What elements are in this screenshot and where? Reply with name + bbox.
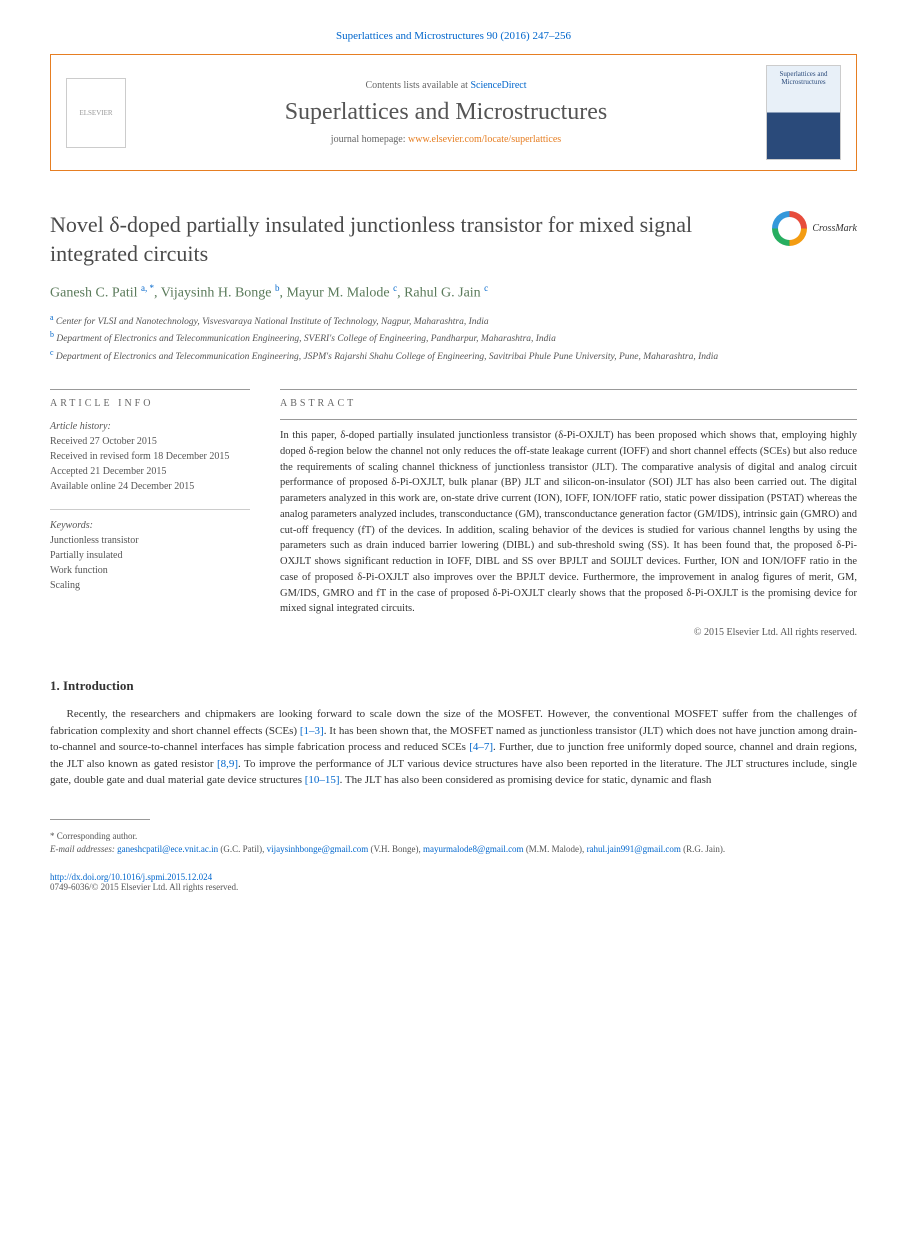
authors: Ganesh C. Patil a, *, Vijaysinh H. Bonge… [50, 283, 857, 302]
homepage-prefix: journal homepage: [331, 134, 408, 145]
abstract-text: In this paper, δ-doped partially insulat… [280, 419, 857, 617]
footnote-separator [50, 819, 150, 820]
ref-link[interactable]: [8,9] [217, 758, 238, 770]
email-line: E-mail addresses: ganeshcpatil@ece.vnit.… [50, 843, 857, 857]
journal-header: ELSEVIER Contents lists available at Sci… [50, 54, 857, 171]
doi-link[interactable]: http://dx.doi.org/10.1016/j.spmi.2015.12… [50, 872, 857, 882]
affiliations: a Center for VLSI and Nanotechnology, Vi… [50, 312, 857, 364]
ref-link[interactable]: [1–3] [300, 725, 324, 737]
history-accepted: Accepted 21 December 2015 [50, 464, 250, 479]
title-row: Novel δ-doped partially insulated juncti… [50, 211, 857, 268]
issn-copyright: 0749-6036/© 2015 Elsevier Ltd. All right… [50, 882, 857, 892]
abstract-copyright: © 2015 Elsevier Ltd. All rights reserved… [280, 627, 857, 638]
crossmark-icon [772, 211, 807, 246]
ref-link[interactable]: [10–15] [305, 774, 340, 786]
sciencedirect-link[interactable]: ScienceDirect [470, 80, 526, 91]
keywords-label: Keywords: [50, 518, 250, 533]
intro-paragraph: Recently, the researchers and chipmakers… [50, 706, 857, 789]
crossmark-badge[interactable]: CrossMark [772, 211, 857, 246]
journal-reference: Superlattices and Microstructures 90 (20… [50, 30, 857, 42]
contents-prefix: Contents lists available at [365, 80, 470, 91]
header-center: Contents lists available at ScienceDirec… [141, 80, 751, 145]
keyword-item: Work function [50, 563, 250, 578]
journal-cover-thumb: Superlattices and Microstructures [766, 65, 841, 160]
info-abstract-row: ARTICLE INFO Article history: Received 2… [50, 389, 857, 638]
email-link[interactable]: mayurmalode8@gmail.com [423, 844, 524, 854]
keyword-item: Partially insulated [50, 548, 250, 563]
article-history: Article history: Received 27 October 201… [50, 419, 250, 494]
history-revised: Received in revised form 18 December 201… [50, 449, 250, 464]
homepage-link[interactable]: www.elsevier.com/locate/superlattices [408, 134, 561, 145]
history-received: Received 27 October 2015 [50, 434, 250, 449]
contents-line: Contents lists available at ScienceDirec… [141, 80, 751, 91]
elsevier-logo: ELSEVIER [66, 78, 126, 148]
history-online: Available online 24 December 2015 [50, 479, 250, 494]
abstract-col: ABSTRACT In this paper, δ-doped partiall… [280, 389, 857, 638]
footnotes: * Corresponding author. E-mail addresses… [50, 830, 857, 857]
keyword-item: Junctionless transistor [50, 533, 250, 548]
email-link[interactable]: vijaysinhbonge@gmail.com [267, 844, 369, 854]
journal-name: Superlattices and Microstructures [141, 99, 751, 126]
history-label: Article history: [50, 419, 250, 434]
crossmark-label: CrossMark [812, 223, 857, 234]
email-link[interactable]: ganeshcpatil@ece.vnit.ac.in [117, 844, 218, 854]
info-label: ARTICLE INFO [50, 389, 250, 409]
email-link[interactable]: rahul.jain991@gmail.com [587, 844, 681, 854]
ref-link[interactable]: [4–7] [469, 741, 493, 753]
homepage-line: journal homepage: www.elsevier.com/locat… [141, 134, 751, 145]
corresponding-author: * Corresponding author. [50, 830, 857, 844]
abstract-label: ABSTRACT [280, 389, 857, 409]
keyword-item: Scaling [50, 578, 250, 593]
article-info-col: ARTICLE INFO Article history: Received 2… [50, 389, 250, 638]
intro-heading: 1. Introduction [50, 678, 857, 694]
keywords-block: Keywords: Junctionless transistorPartial… [50, 509, 250, 593]
article-title: Novel δ-doped partially insulated juncti… [50, 211, 752, 268]
